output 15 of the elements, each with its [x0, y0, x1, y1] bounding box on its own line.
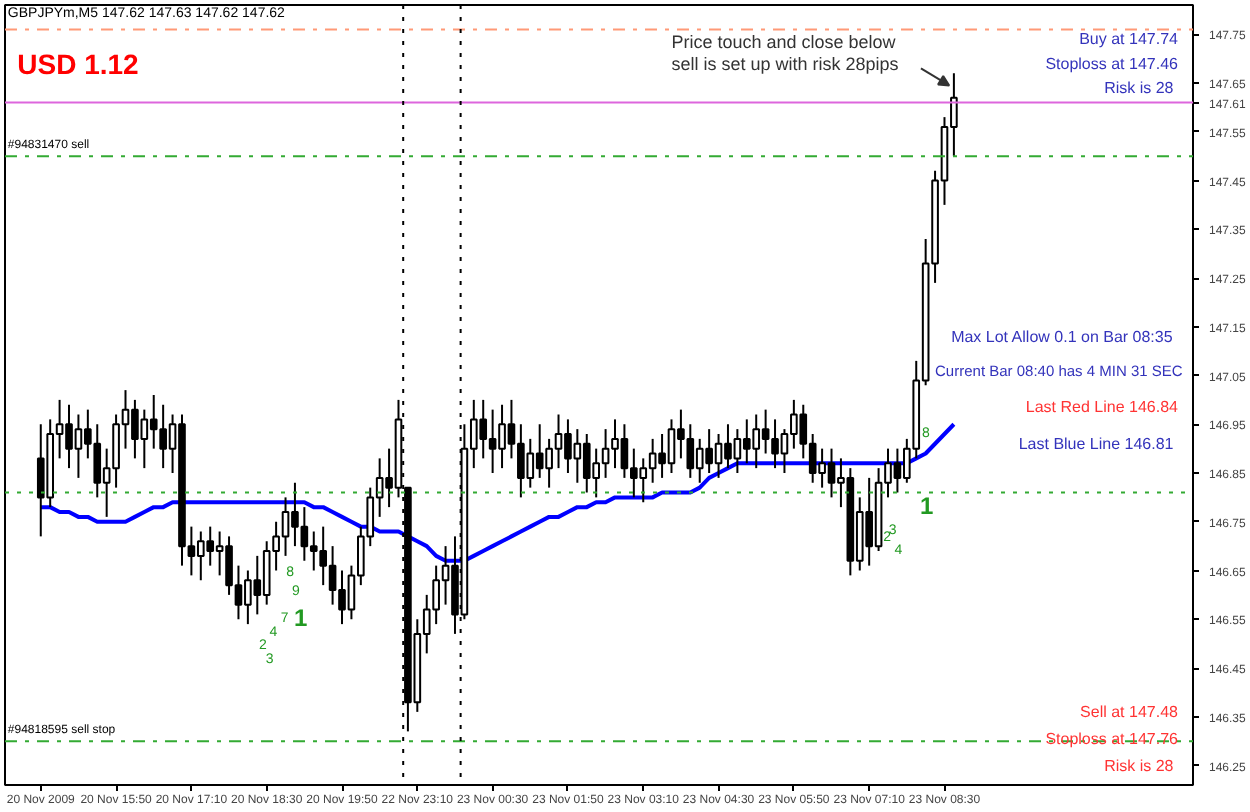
line-series [38, 422, 956, 563]
text: Risk is 28 [1104, 78, 1175, 97]
text: Last Red Line 146.84 [1025, 398, 1180, 417]
annotation: 1 [293, 603, 308, 632]
text: Last Blue Line 146.81 [1018, 434, 1175, 453]
annotation: USD 1.12 [17, 47, 140, 80]
annotation: Max Lot Allow 0.1 on Bar 08:35 [951, 327, 1174, 346]
annotation: 1 [919, 491, 934, 520]
annotation: Price touch and close below [671, 31, 897, 52]
text: Stoploss at 147.76 [1045, 729, 1180, 748]
text: Sell at 147.48 [1080, 702, 1180, 721]
text: Risk is 28 [1104, 756, 1175, 775]
text: Stoploss at 147.46 [1045, 54, 1180, 73]
annotation: sell is set up with risk 28pips [671, 53, 900, 74]
text: Buy at 147.74 [1079, 30, 1180, 49]
